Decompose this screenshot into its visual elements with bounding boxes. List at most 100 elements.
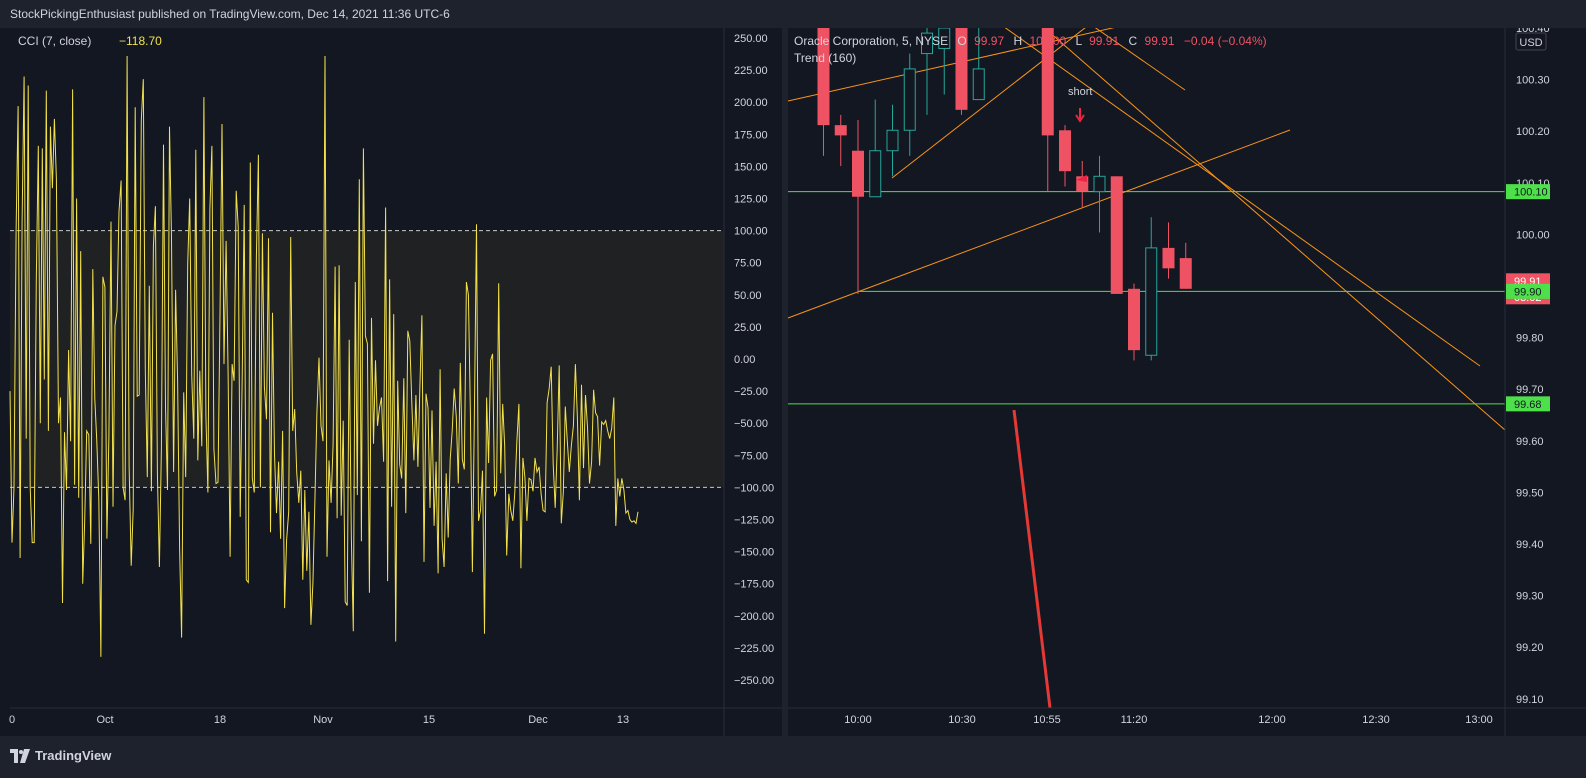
cci-y-tick-label: 175.00	[734, 129, 768, 141]
candle-body-up	[972, 68, 985, 101]
trend-line	[1043, 28, 1506, 431]
price-x-tick-label: 10:55	[1033, 714, 1061, 726]
price-label-bg	[1506, 283, 1550, 299]
candle[interactable]	[852, 120, 864, 294]
price-y-tick-label: 99.10	[1516, 694, 1544, 706]
cci-y-tick-label: −125.00	[734, 515, 774, 527]
close-label: C	[1129, 34, 1138, 48]
candle[interactable]	[834, 114, 847, 167]
candle-body-down	[1059, 130, 1071, 172]
price-label-bg	[1506, 396, 1550, 412]
candle-body-up	[886, 129, 899, 152]
candle-body-down	[817, 28, 830, 126]
candle[interactable]	[1145, 217, 1158, 361]
tradingview-brand: TradingView	[35, 748, 112, 763]
short-annotation: short	[1068, 86, 1092, 98]
drawn-red-line	[1012, 409, 1052, 709]
cci-y-tick-label: −225.00	[734, 643, 774, 655]
price-x-tick-label: 11:20	[1121, 714, 1148, 726]
open-label: O	[957, 34, 966, 48]
cci-y-axis[interactable]: 250.00 225.00 200.00 175.00 150.00 125.00 100.…	[734, 33, 774, 687]
trend-line	[1094, 28, 1186, 91]
price-y-tick-label: 99.40	[1516, 539, 1544, 551]
cci-x-tick-label: 13	[617, 714, 629, 726]
price-pane[interactable]: 100.40 100.30 100.20 100.10 100.00 99.90 99.80…	[787, 28, 1586, 736]
cci-y-tick-label: −25.00	[734, 386, 768, 398]
cci-y-tick-label: 225.00	[734, 65, 768, 77]
candle-body-down	[1041, 28, 1054, 136]
cci-y-tick-label: −50.00	[734, 418, 768, 430]
candle[interactable]	[1128, 283, 1140, 361]
tradingview-logo-icon	[10, 748, 30, 763]
price-y-tick-label: 99.70	[1516, 384, 1544, 396]
price-y-tick-label: 100.30	[1516, 75, 1550, 87]
candle[interactable]	[955, 28, 968, 115]
candle[interactable]	[1179, 242, 1192, 289]
price-y-tick-label: 100.40	[1516, 28, 1550, 35]
cci-y-tick-label: 100.00	[734, 226, 768, 238]
cci-pane[interactable]: 250.00225.00200.00175.00150.00125.00100.…	[9, 28, 782, 736]
cci-x-axis[interactable]: 0 Oct 18 Nov 15 Dec 13	[9, 714, 629, 726]
candle[interactable]	[1093, 155, 1106, 233]
price-y-axis[interactable]: 100.40 100.30 100.20 100.10 100.00 99.90 99.80…	[1516, 28, 1550, 706]
cci-y-tick-label: −150.00	[734, 547, 774, 559]
price-x-axis[interactable]: 10:00 10:30 10:55 11:20 12:00 12:30 13:00	[844, 714, 1493, 726]
candle[interactable]	[903, 53, 916, 156]
candle-body-down	[1110, 176, 1123, 294]
candle-body-up	[921, 32, 933, 55]
price-label-hline: 100.10	[1506, 184, 1550, 200]
price-y-tick-label: 99.60	[1516, 436, 1544, 448]
price-label-text: 100.10	[1514, 187, 1548, 199]
cci-x-tick-label: Oct	[96, 714, 113, 726]
candles[interactable]	[817, 28, 1192, 361]
price-label-bg	[1506, 184, 1550, 200]
cci-y-tick-label: 200.00	[734, 97, 768, 109]
candle[interactable]	[921, 28, 933, 115]
candle[interactable]	[938, 28, 951, 95]
published-text: StockPickingEnthusiast published on Trad…	[10, 7, 450, 21]
price-x-tick-label: 12:00	[1258, 714, 1286, 726]
currency-button[interactable]	[1515, 32, 1547, 51]
candle[interactable]	[1041, 28, 1054, 192]
trend-line	[787, 129, 1291, 319]
price-x-tick-label: 13:00	[1465, 714, 1493, 726]
candle-body-down	[852, 150, 864, 197]
trend-line	[1004, 28, 1481, 367]
low-value: 99.91	[1089, 34, 1119, 48]
price-x-tick-label: 12:30	[1362, 714, 1390, 726]
chart-area[interactable]: 250.00225.00200.00175.00150.00125.00100.…	[0, 28, 1586, 736]
candle[interactable]	[886, 104, 899, 177]
price-y-tick-label: 99.50	[1516, 487, 1544, 499]
candle[interactable]	[972, 28, 985, 101]
candle-body-down	[1179, 258, 1192, 289]
price-label-hline: 99.90	[1506, 283, 1550, 299]
price-label-text: 99.68	[1514, 399, 1542, 411]
pane-divider[interactable]	[782, 28, 788, 736]
price-y-tick-label: 99.30	[1516, 591, 1544, 603]
candle-body-up	[903, 68, 916, 131]
cci-y-tick-label: 50.00	[734, 290, 762, 302]
low-label: L	[1076, 34, 1083, 48]
candle[interactable]	[1110, 176, 1123, 294]
price-plot-bg	[788, 28, 1505, 708]
candle[interactable]	[1059, 125, 1071, 187]
trend-lines	[787, 28, 1506, 709]
cci-y-tick-label: −75.00	[734, 450, 768, 462]
short-arrow-icon	[1075, 108, 1085, 123]
cci-series-line	[9, 55, 639, 657]
tradingview-logo[interactable]: TradingView	[10, 748, 111, 763]
footer-bar: TradingView	[0, 736, 1586, 778]
cci-y-tick-label: −250.00	[734, 675, 774, 687]
cci-x-tick-label: Dec	[528, 714, 548, 726]
trend-indicator-label: Trend (160)	[794, 51, 856, 65]
candle[interactable]	[1162, 222, 1175, 279]
cci-y-tick-label: 75.00	[734, 258, 762, 270]
candle[interactable]	[869, 99, 882, 198]
cci-x-tick-label: Nov	[313, 714, 333, 726]
high-value: 100.00	[1030, 34, 1067, 48]
open-value: 99.97	[974, 34, 1004, 48]
price-y-tick-label: 100.20	[1516, 126, 1550, 138]
candle[interactable]	[817, 28, 830, 156]
close-value: 99.91	[1145, 34, 1175, 48]
header-bar: StockPickingEnthusiast published on Trad…	[0, 0, 1586, 28]
